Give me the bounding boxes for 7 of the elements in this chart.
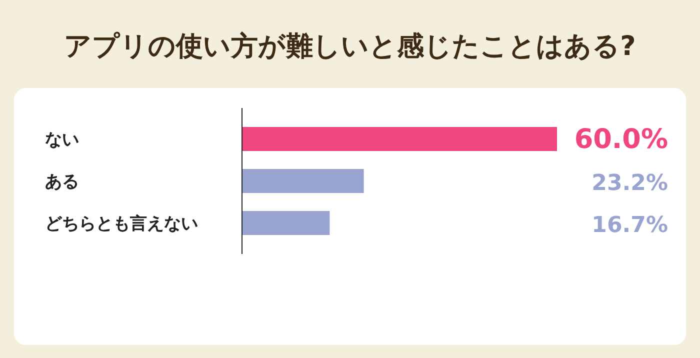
- y-tick-label: ある: [45, 172, 79, 192]
- data-label: 16.7%: [592, 213, 668, 238]
- y-tick-label: どちらとも言えない: [45, 214, 198, 234]
- chart-title: アプリの使い方が難しいと感じたことはある?: [64, 31, 636, 62]
- data-label: 60.0%: [574, 124, 668, 155]
- y-tick-label: ない: [45, 130, 79, 150]
- data-label: 23.2%: [592, 171, 668, 196]
